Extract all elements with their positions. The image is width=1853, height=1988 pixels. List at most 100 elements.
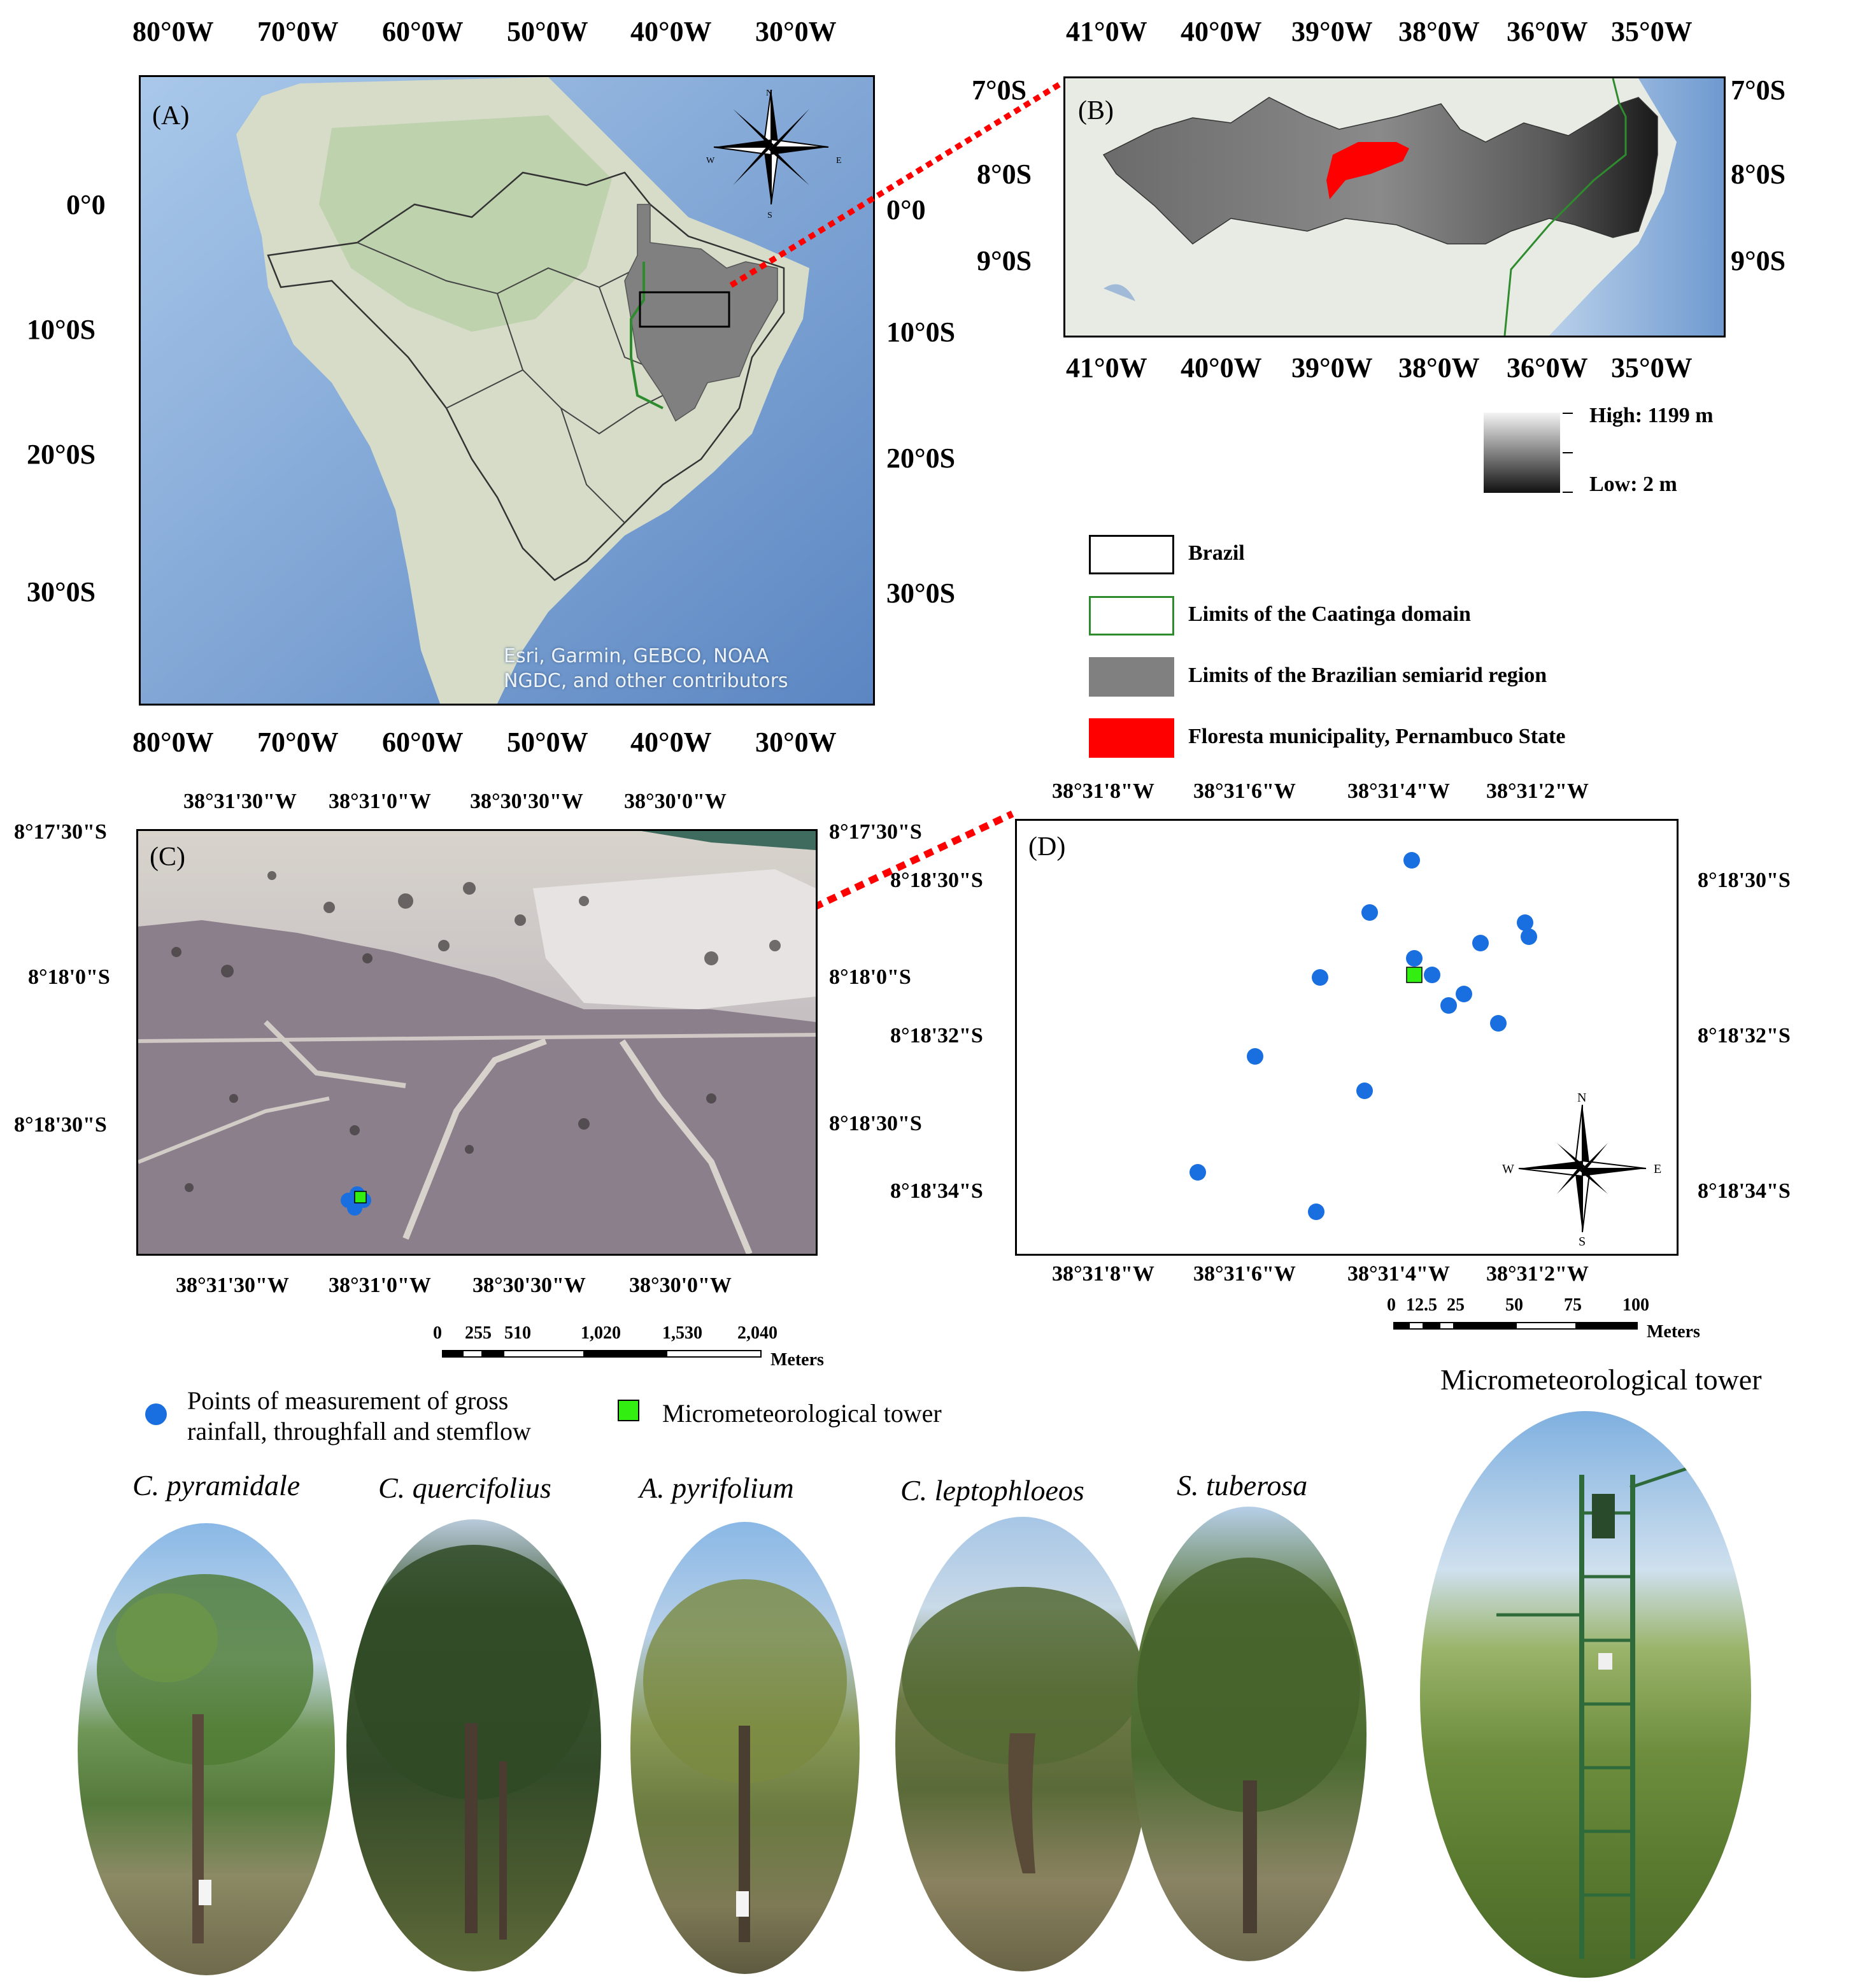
a-bottom-tick-4: 40°0W (630, 727, 712, 758)
elevation-tick-mid (1563, 452, 1573, 453)
c-scale-1: 255 (465, 1323, 492, 1343)
compass-a-s: S (767, 211, 772, 220)
panel-b-map: (B) (1063, 76, 1726, 337)
c-left-tick-0: 8°17'30"S (14, 820, 107, 844)
b-bottom-tick-5: 35°0W (1611, 352, 1693, 383)
legend-point-symbol (145, 1403, 167, 1425)
panel-c-letter: (C) (150, 842, 185, 872)
d-scale-1: 12.5 (1406, 1295, 1437, 1315)
panel-a-letter: (A) (152, 101, 190, 131)
a-right-tick-2: 20°0S (886, 443, 956, 474)
d-bottom-tick-0: 38°31'8"W (1052, 1262, 1154, 1286)
c-scale-2: 510 (504, 1323, 531, 1343)
b-bottom-tick-0: 41°0W (1066, 352, 1147, 383)
species-label-2: A. pyrifolium (639, 1472, 794, 1504)
c-scale-0: 0 (433, 1323, 442, 1343)
compass-d-w: W (1502, 1162, 1514, 1176)
panel-a-map: (A) N S W E Esri, Garmin, GEBCO, NOAA NG… (139, 75, 875, 706)
b-bottom-tick-1: 40°0W (1181, 352, 1262, 383)
measurement-point (1521, 928, 1537, 945)
photo-s-tuberosa (1131, 1507, 1367, 1961)
caatinga-limit (630, 262, 664, 409)
a-top-tick-2: 60°0W (382, 16, 464, 47)
a-right-tick-0: 0°0 (886, 194, 926, 225)
measurement-point (1424, 967, 1440, 983)
compass-a-n: N (766, 89, 773, 98)
photo-a-pyrifolium (630, 1522, 860, 1974)
measurement-point (1406, 950, 1423, 967)
legend-swatch-semiarid (1089, 657, 1174, 697)
d-top-tick-1: 38°31'6"W (1193, 779, 1296, 803)
panel-d-plot: (D) N S W E (1015, 819, 1679, 1256)
b-bottom-tick-4: 36°0W (1507, 352, 1588, 383)
a-top-tick-5: 30°0W (755, 16, 837, 47)
species-label-1: C. quercifolius (378, 1472, 551, 1504)
measurement-cluster (341, 1186, 371, 1216)
elevation-tick-top (1563, 413, 1573, 414)
d-left-tick-1: 8°18'32"S (890, 1024, 983, 1047)
legend-points-text: Points of measurement of gross rainfall,… (187, 1386, 531, 1447)
b-left-tick-0: 7°0S (972, 75, 1027, 106)
measurement-point (1490, 1015, 1507, 1032)
panel-d-letter: (D) (1028, 832, 1066, 862)
compass-d-e: E (1654, 1162, 1662, 1176)
a-top-tick-3: 50°0W (507, 16, 588, 47)
compass-a-e: E (836, 156, 842, 166)
photo-c-quercifolius (346, 1519, 601, 1971)
d-right-tick-1: 8°18'32"S (1698, 1024, 1791, 1047)
photo-c-leptophloeos (895, 1517, 1150, 1971)
d-right-tick-2: 8°18'34"S (1698, 1179, 1791, 1203)
b-top-tick-5: 35°0W (1611, 16, 1693, 47)
pernambuco-state (1102, 97, 1658, 245)
d-right-tick-0: 8°18'30"S (1698, 869, 1791, 892)
legend-points-line-2: rainfall, throughfall and stemflow (187, 1417, 531, 1445)
b-right-tick-0: 7°0S (1731, 75, 1786, 106)
a-bottom-tick-0: 80°0W (132, 727, 214, 758)
caatinga-limit-b (1503, 78, 1627, 336)
photo-micrometeorological-tower (1420, 1411, 1751, 1978)
d-scale-4: 75 (1564, 1295, 1582, 1315)
b-bottom-tick-2: 39°0W (1291, 352, 1373, 383)
species-label-4: S. tuberosa (1177, 1469, 1308, 1502)
b-right-tick-2: 9°0S (1731, 245, 1786, 276)
c-scale-4: 1,530 (662, 1323, 702, 1343)
d-bottom-tick-2: 38°31'4"W (1347, 1262, 1450, 1286)
d-left-tick-2: 8°18'34"S (890, 1179, 983, 1203)
measurement-point (1361, 904, 1378, 921)
north-arrow-d-icon (1518, 1104, 1647, 1233)
satellite-image (138, 831, 816, 1254)
compass-d-n: N (1577, 1091, 1587, 1105)
micrometeorological-tower-marker (1406, 967, 1423, 983)
d-scale-5: 100 (1622, 1295, 1649, 1315)
c-scale-3: 1,020 (581, 1323, 621, 1343)
a-left-tick-2: 20°0S (27, 439, 96, 470)
species-label-3: C. leptophloeos (900, 1474, 1084, 1507)
a-top-tick-4: 40°0W (630, 16, 712, 47)
floresta-municipality (1326, 142, 1409, 199)
c-right-tick-1: 8°18'0"S (829, 965, 911, 989)
a-top-tick-1: 70°0W (257, 16, 339, 47)
a-left-tick-1: 10°0S (27, 314, 96, 345)
study-area-box (639, 291, 730, 328)
b-top-tick-1: 40°0W (1181, 16, 1262, 47)
d-bottom-tick-3: 38°31'2"W (1486, 1262, 1589, 1286)
measurement-point (1189, 1164, 1206, 1181)
legend-tower-text: Micrometeorological tower (662, 1399, 942, 1428)
c-top-tick-0: 38°31'30"W (183, 790, 297, 813)
c-scale-5: 2,040 (737, 1323, 777, 1343)
a-bottom-tick-3: 50°0W (507, 727, 588, 758)
measurement-point (1356, 1083, 1373, 1099)
legend-swatch-brazil (1089, 535, 1174, 574)
scale-bar-c (442, 1350, 767, 1359)
legend-label-brazil: Brazil (1188, 541, 1245, 565)
legend-label-floresta: Floresta municipality, Pernambuco State (1188, 725, 1566, 748)
basemap-credit: Esri, Garmin, GEBCO, NOAA NGDC, and othe… (504, 644, 788, 693)
c-bottom-tick-1: 38°31'0"W (329, 1274, 431, 1297)
elevation-color-ramp (1484, 413, 1560, 493)
b-left-tick-1: 8°0S (977, 159, 1032, 190)
measurement-point (1403, 852, 1420, 869)
legend-label-caatinga: Limits of the Caatinga domain (1188, 602, 1471, 626)
b-bottom-tick-3: 38°0W (1398, 352, 1480, 383)
photo-c-pyramidale (78, 1523, 335, 1975)
legend-swatch-caatinga (1089, 596, 1174, 635)
